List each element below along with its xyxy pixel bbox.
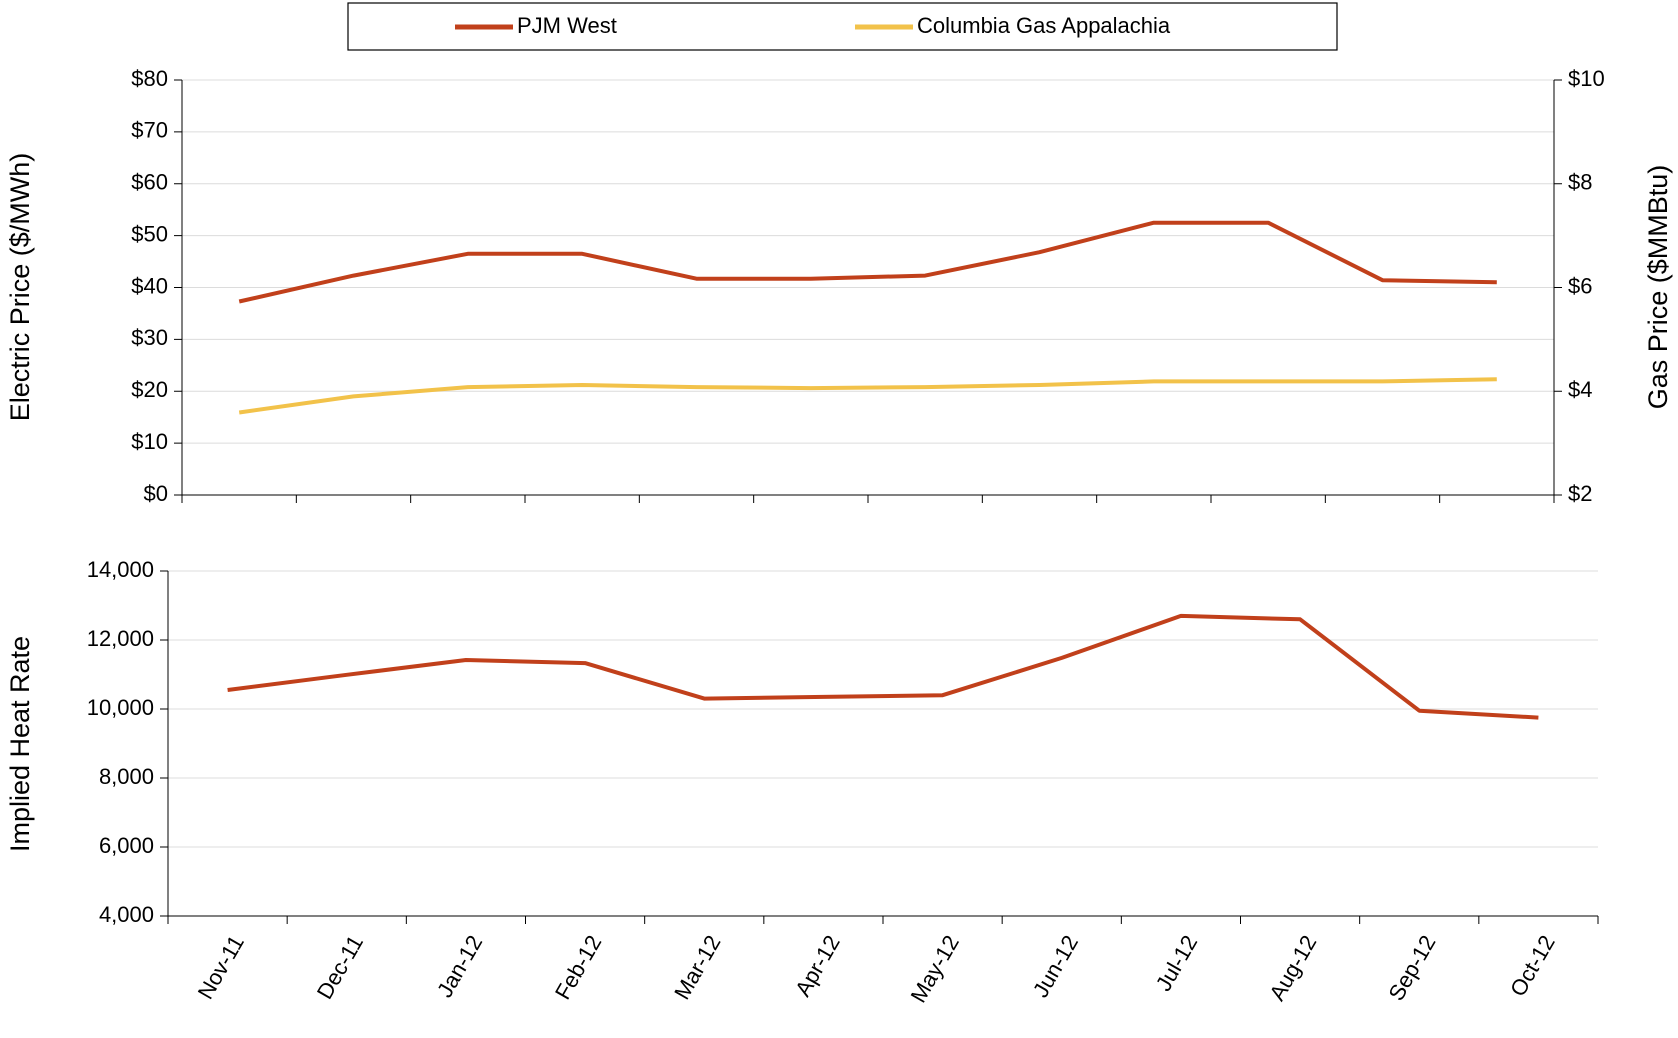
x-tick-label: Feb-12 bbox=[550, 931, 607, 1004]
y2-tick-label: $10 bbox=[1568, 66, 1605, 91]
x-tick-label: Aug-12 bbox=[1264, 931, 1321, 1005]
y-tick-label: $40 bbox=[131, 273, 168, 298]
y-axis-title: Electric Price ($/MWh) bbox=[5, 153, 35, 422]
y-tick-label: $70 bbox=[131, 118, 168, 143]
y-tick-label: $20 bbox=[131, 377, 168, 402]
x-tick-label: Dec-11 bbox=[312, 931, 368, 1004]
data-line bbox=[238, 220, 1497, 304]
x-tick-label: Jun-12 bbox=[1028, 931, 1083, 1002]
y-tick-label: 8,000 bbox=[99, 764, 154, 789]
y2-axis-title: Gas Price ($MMBtu) bbox=[1643, 165, 1673, 410]
y-tick-label: $50 bbox=[131, 221, 168, 246]
y2-tick-label: $2 bbox=[1568, 481, 1592, 506]
data-line bbox=[238, 377, 1497, 415]
data-line bbox=[227, 613, 1539, 720]
legend-label: Columbia Gas Appalachia bbox=[917, 13, 1171, 38]
y-tick-label: $60 bbox=[131, 170, 168, 195]
x-tick-label: Mar-12 bbox=[669, 931, 725, 1004]
y-tick-label: 4,000 bbox=[99, 902, 154, 927]
y-tick-label: 6,000 bbox=[99, 833, 154, 858]
y-tick-label: 14,000 bbox=[87, 557, 154, 582]
x-tick-label: Nov-11 bbox=[193, 931, 249, 1004]
y2-tick-label: $8 bbox=[1568, 170, 1592, 195]
x-tick-label: Jan-12 bbox=[432, 931, 487, 1002]
y-tick-label: $30 bbox=[131, 325, 168, 350]
y-tick-label: 10,000 bbox=[87, 695, 154, 720]
y2-tick-label: $4 bbox=[1568, 377, 1592, 402]
y-tick-label: 12,000 bbox=[87, 626, 154, 651]
x-tick-label: May-12 bbox=[906, 931, 964, 1007]
x-tick-label: Apr-12 bbox=[790, 931, 845, 1001]
x-tick-label: Jul-12 bbox=[1151, 931, 1203, 995]
legend-label: PJM West bbox=[517, 13, 617, 38]
x-tick-label: Oct-12 bbox=[1505, 931, 1560, 1001]
y2-tick-label: $6 bbox=[1568, 273, 1592, 298]
x-tick-label: Sep-12 bbox=[1383, 931, 1440, 1005]
y-tick-label: $10 bbox=[131, 429, 168, 454]
y-axis-title: Implied Heat Rate bbox=[5, 636, 35, 852]
y-tick-label: $80 bbox=[131, 66, 168, 91]
y-tick-label: $0 bbox=[144, 481, 168, 506]
